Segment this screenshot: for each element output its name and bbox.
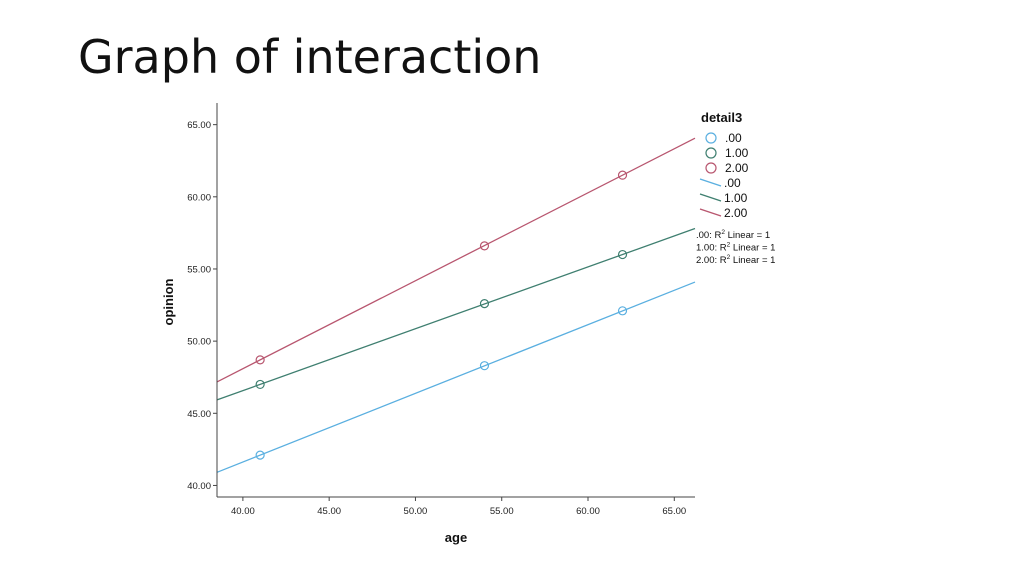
r2-prefix: .00: R: [696, 230, 721, 241]
r2-suffix: Linear = 1: [730, 255, 775, 266]
y-tick-label: 50.00: [187, 337, 211, 348]
legend-marker-label: 2.00: [725, 161, 749, 175]
x-tick-group: 40.00 45.00 50.00 55.00 60.00 65.00: [231, 497, 686, 517]
r2-suffix: Linear = 1: [725, 230, 770, 241]
r2-superscript: 2: [727, 242, 731, 249]
data-point-series-0: [617, 306, 628, 316]
legend-marker-icon: [705, 162, 717, 174]
data-point-series-0: [479, 361, 490, 371]
x-axis-title: age: [445, 530, 467, 545]
data-point-series-1: [255, 379, 265, 390]
fit-line-series-0: [216, 281, 696, 473]
legend-line-icon: [699, 178, 722, 187]
x-tick-label: 45.00: [317, 506, 341, 517]
legend-marker-label: 1.00: [725, 146, 749, 160]
y-tick-group: 40.00 45.00 50.00 55.00 60.00 65.00: [187, 120, 217, 492]
legend-line-label: .00: [724, 176, 741, 190]
r2-superscript: 2: [721, 229, 725, 236]
plot-area: [216, 137, 696, 473]
legend: detail3 .001.002.00 .001.002.00 .00: R2 …: [696, 110, 775, 266]
data-point-series-0: [255, 450, 265, 460]
legend-line-icon: [699, 193, 722, 202]
legend-line-entries: .001.002.00: [699, 176, 748, 220]
legend-marker-entries: .001.002.00: [705, 131, 749, 175]
data-point-series-2: [479, 241, 490, 251]
legend-line-label: 1.00: [724, 191, 748, 205]
data-point-series-2: [255, 355, 265, 365]
r2-annotation: 2.00: R2 Linear = 1: [696, 254, 775, 266]
legend-line-icon: [699, 208, 722, 217]
legend-marker-icon: [705, 147, 717, 159]
r2-annotation: .00: R2 Linear = 1: [696, 229, 770, 241]
r2-prefix: 1.00: R: [696, 243, 727, 254]
x-tick-label: 65.00: [662, 506, 686, 517]
x-tick-label: 60.00: [576, 506, 600, 517]
data-point-series-1: [479, 299, 490, 309]
data-point-series-1: [617, 249, 628, 260]
axes: 40.00 45.00 50.00 55.00 60.00 65.00 40.00 45.0…: [161, 103, 695, 545]
y-tick-label: 65.00: [187, 120, 211, 131]
slide-title: Graph of interaction: [78, 30, 542, 84]
fit-line-series-1: [216, 227, 696, 401]
r2-superscript: 2: [727, 254, 731, 261]
y-axis-title: opinion: [161, 278, 176, 325]
y-tick-label: 60.00: [187, 192, 211, 203]
r2-annotation: 1.00: R2 Linear = 1: [696, 242, 775, 254]
x-tick-label: 40.00: [231, 506, 255, 517]
r2-suffix: Linear = 1: [730, 243, 775, 254]
legend-marker-icon: [705, 132, 717, 144]
legend-r2-entries: .00: R2 Linear = 11.00: R2 Linear = 12.0…: [696, 229, 775, 266]
y-tick-label: 40.00: [187, 481, 211, 492]
legend-line-label: 2.00: [724, 206, 748, 220]
legend-marker-label: .00: [725, 131, 742, 145]
r2-prefix: 2.00: R: [696, 255, 727, 266]
fit-line-series-2: [216, 137, 696, 383]
y-tick-label: 55.00: [187, 264, 211, 275]
data-point-series-2: [617, 170, 628, 180]
legend-title: detail3: [701, 110, 742, 125]
y-tick-label: 45.00: [187, 409, 211, 420]
x-tick-label: 55.00: [490, 506, 514, 517]
x-tick-label: 50.00: [404, 506, 428, 517]
